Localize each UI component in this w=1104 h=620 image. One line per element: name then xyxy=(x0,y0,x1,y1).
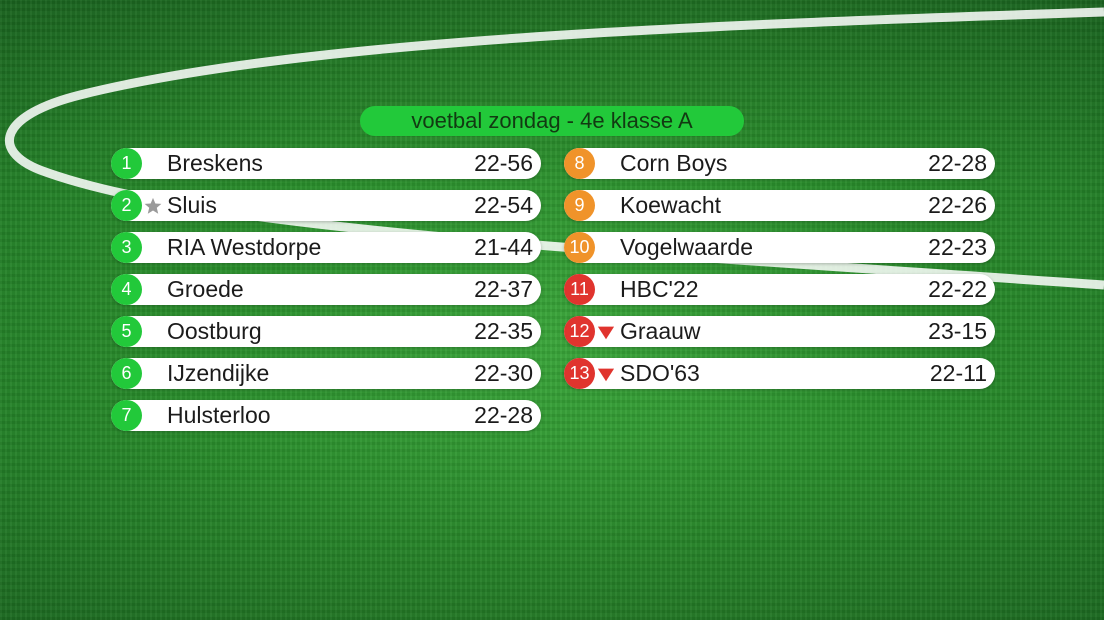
team-score: 22-35 xyxy=(474,318,533,344)
standing-row: 7 Hulsterloo 22-28 xyxy=(111,400,541,431)
team-name: Sluis xyxy=(167,192,217,218)
team-score: 22-28 xyxy=(474,402,533,428)
standing-row: 1 Breskens 22-56 xyxy=(111,148,541,179)
position-badge: 5 xyxy=(111,316,142,347)
team-name: Corn Boys xyxy=(620,150,728,176)
standing-row: 13 SDO'63 22-11 xyxy=(564,358,995,389)
position-badge: 8 xyxy=(564,148,595,179)
standing-row: 8 Corn Boys 22-28 xyxy=(564,148,995,179)
position-badge: 12 xyxy=(564,316,595,347)
team-name: Groede xyxy=(167,276,244,302)
standing-row: 3 RIA Westdorpe 21-44 xyxy=(111,232,541,263)
position-badge: 2 xyxy=(111,190,142,221)
team-name: Graauw xyxy=(620,318,701,344)
team-score: 22-37 xyxy=(474,276,533,302)
position-badge: 13 xyxy=(564,358,595,389)
team-score: 22-23 xyxy=(928,234,987,260)
team-name: HBC'22 xyxy=(620,276,699,302)
team-score: 23-15 xyxy=(928,318,987,344)
team-name: RIA Westdorpe xyxy=(167,234,322,260)
position-badge: 11 xyxy=(564,274,595,305)
position-badge: 7 xyxy=(111,400,142,431)
team-score: 22-30 xyxy=(474,360,533,386)
team-name: Hulsterloo xyxy=(167,402,271,428)
team-score: 22-28 xyxy=(928,150,987,176)
standing-row: 9 Koewacht 22-26 xyxy=(564,190,995,221)
standing-row: 2 Sluis 22-54 xyxy=(111,190,541,221)
position-badge: 9 xyxy=(564,190,595,221)
standing-row: 4 Groede 22-37 xyxy=(111,274,541,305)
league-title: voetbal zondag - 4e klasse A xyxy=(360,106,744,136)
team-score: 22-22 xyxy=(928,276,987,302)
team-score: 22-26 xyxy=(928,192,987,218)
standing-row: 5 Oostburg 22-35 xyxy=(111,316,541,347)
team-name: Breskens xyxy=(167,150,263,176)
team-score: 21-44 xyxy=(474,234,533,260)
team-name: Koewacht xyxy=(620,192,722,218)
standing-row: 6 IJzendijke 22-30 xyxy=(111,358,541,389)
team-name: Vogelwaarde xyxy=(620,234,753,260)
team-name: Oostburg xyxy=(167,318,262,344)
position-badge: 1 xyxy=(111,148,142,179)
down-arrow-icon xyxy=(597,368,615,382)
standing-row: 11 HBC'22 22-22 xyxy=(564,274,995,305)
team-score: 22-11 xyxy=(929,360,987,386)
position-badge: 3 xyxy=(111,232,142,263)
team-name: SDO'63 xyxy=(620,360,700,386)
position-badge: 10 xyxy=(564,232,595,263)
team-score: 22-54 xyxy=(474,192,533,218)
position-badge: 4 xyxy=(111,274,142,305)
standing-row: 10 Vogelwaarde 22-23 xyxy=(564,232,995,263)
star-icon xyxy=(144,197,162,214)
standing-row: 12 Graauw 23-15 xyxy=(564,316,995,347)
position-badge: 6 xyxy=(111,358,142,389)
team-name: IJzendijke xyxy=(167,360,270,386)
down-arrow-icon xyxy=(597,326,615,340)
team-score: 22-56 xyxy=(474,150,533,176)
